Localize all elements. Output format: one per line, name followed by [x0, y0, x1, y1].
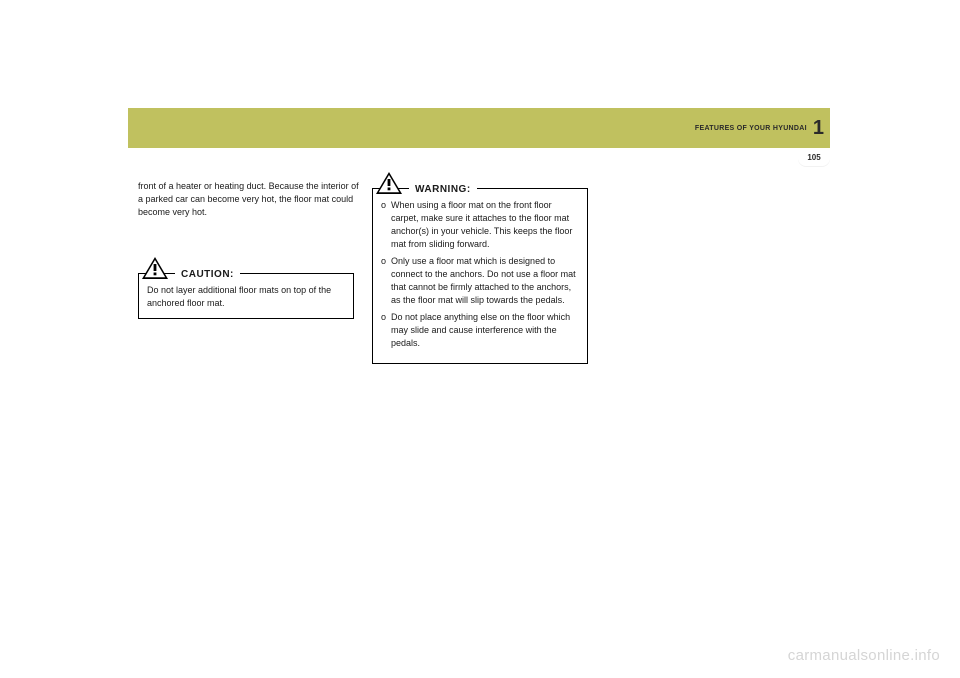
- warning-box: WARNING: o When using a floor mat on the…: [372, 188, 588, 364]
- column-2: WARNING: o When using a floor mat on the…: [372, 180, 594, 364]
- caution-box: CAUTION: Do not layer additional floor m…: [138, 273, 354, 319]
- warning-text: Do not place anything else on the floor …: [391, 311, 579, 350]
- warning-text: When using a floor mat on the front floo…: [391, 199, 579, 251]
- intro-text: front of a heater or heating duct. Becau…: [138, 180, 360, 219]
- chapter-number: 1: [813, 117, 824, 140]
- warning-text: Only use a floor mat which is designed t…: [391, 255, 579, 307]
- warning-triangle-icon: [141, 256, 169, 284]
- warning-item: o Do not place anything else on the floo…: [381, 311, 579, 350]
- warning-triangle-icon: [375, 171, 403, 199]
- page-content: front of a heater or heating duct. Becau…: [128, 180, 830, 600]
- column-1: front of a heater or heating duct. Becau…: [138, 180, 360, 319]
- watermark: carmanualsonline.info: [788, 647, 940, 664]
- page-number: 105: [807, 153, 820, 162]
- bullet-dash: o: [381, 255, 391, 307]
- header-bar: FEATURES OF YOUR HYUNDAI 1: [128, 108, 830, 148]
- warning-item: o When using a floor mat on the front fl…: [381, 199, 579, 251]
- page-number-tab: 105: [798, 148, 830, 166]
- warning-label: WARNING:: [409, 183, 477, 198]
- warning-item: o Only use a floor mat which is designed…: [381, 255, 579, 307]
- section-label: FEATURES OF YOUR HYUNDAI: [695, 125, 807, 132]
- caution-text: Do not layer additional floor mats on to…: [147, 284, 345, 310]
- bullet-dash: o: [381, 199, 391, 251]
- bullet-dash: o: [381, 311, 391, 350]
- caution-label: CAUTION:: [175, 268, 240, 283]
